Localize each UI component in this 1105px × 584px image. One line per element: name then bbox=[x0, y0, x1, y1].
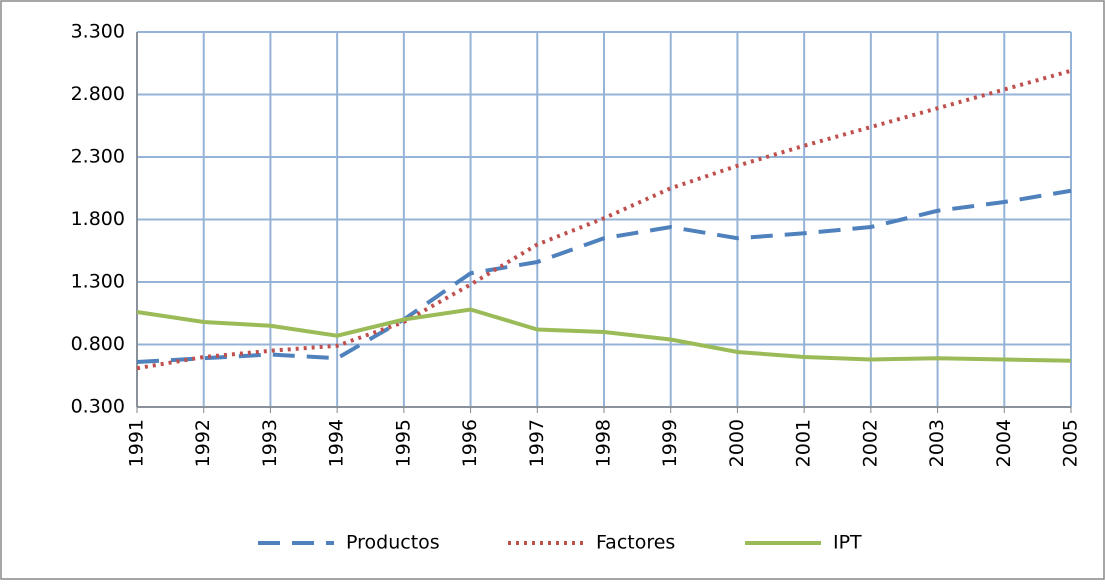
x-tick-label: 1992 bbox=[192, 419, 214, 467]
x-tick-label: 2000 bbox=[726, 419, 748, 467]
x-tick-label: 1998 bbox=[593, 419, 615, 467]
x-tick-label: 2001 bbox=[793, 419, 815, 467]
y-tick-label: 1.300 bbox=[71, 271, 125, 293]
y-tick-label: 1.800 bbox=[71, 208, 125, 230]
y-tick-label: 0.800 bbox=[71, 333, 125, 355]
x-tick-label: 2003 bbox=[926, 419, 948, 467]
legend-label: IPT bbox=[833, 532, 862, 554]
x-tick-label: 2004 bbox=[993, 419, 1015, 467]
x-tick-label: 2005 bbox=[1060, 419, 1082, 467]
x-tick-label: 2002 bbox=[859, 419, 881, 467]
legend-label: Productos bbox=[346, 532, 440, 554]
y-tick-label: 3.300 bbox=[71, 21, 125, 43]
data-line bbox=[136, 307, 1072, 363]
x-tick-label: 1996 bbox=[459, 419, 481, 467]
data-line bbox=[136, 188, 1072, 364]
data-line bbox=[136, 68, 1072, 371]
legend-label: Factores bbox=[596, 532, 675, 554]
y-tick-label: 2.300 bbox=[71, 146, 125, 168]
x-tick-label: 1991 bbox=[126, 419, 148, 467]
y-tick-label: 0.300 bbox=[71, 396, 125, 418]
x-tick-label: 1999 bbox=[659, 419, 681, 467]
y-tick-label: 2.800 bbox=[71, 83, 125, 105]
x-tick-label: 1997 bbox=[526, 419, 548, 467]
x-tick-label: 1993 bbox=[259, 419, 281, 467]
x-tick-label: 1994 bbox=[326, 419, 348, 467]
x-tick-label: 1995 bbox=[392, 419, 414, 467]
